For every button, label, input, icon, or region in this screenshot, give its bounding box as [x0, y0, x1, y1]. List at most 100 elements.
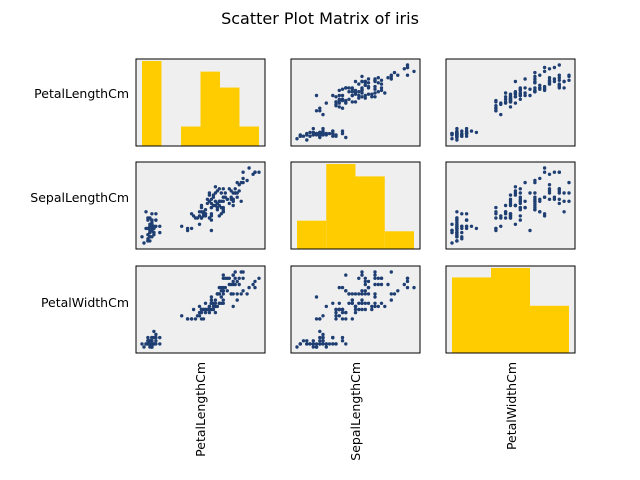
point-2-1-12	[311, 345, 315, 349]
point-2-0-37	[150, 345, 154, 349]
point-2-1-81	[334, 317, 338, 321]
point-2-1-37	[314, 345, 319, 349]
point-1-0-149	[221, 208, 225, 212]
point-1-0-59	[197, 222, 202, 226]
point-0-1-31	[331, 131, 335, 136]
point-2-1-140	[373, 273, 377, 277]
point-0-2-133	[518, 86, 522, 90]
point-2-1-73	[353, 310, 358, 315]
point-2-0-85	[209, 298, 214, 302]
point-0-2-73	[503, 91, 508, 95]
point-1-0-125	[239, 180, 243, 185]
point-0-2-81	[494, 104, 498, 108]
point-1-0-50	[213, 185, 218, 189]
point-0-2-140	[562, 79, 566, 84]
panel-frame-1-0	[135, 161, 266, 250]
point-1-2-145	[557, 191, 561, 195]
point-2-0-90	[207, 310, 212, 315]
point-0-1-15	[340, 131, 345, 136]
point-2-1-132	[363, 279, 367, 284]
point-1-2-109	[567, 180, 571, 185]
point-0-1-57	[314, 109, 319, 113]
point-1-2-36	[455, 216, 459, 220]
point-0-1-43	[318, 130, 322, 135]
point-1-2-128	[547, 197, 552, 201]
point-2-1-76	[376, 304, 380, 309]
point-2-1-145	[373, 276, 377, 280]
point-2-1-126	[357, 292, 361, 296]
point-2-0-59	[197, 304, 202, 309]
point-2-0-86	[213, 301, 218, 305]
point-2-1-52	[379, 301, 384, 305]
chart-title: Scatter Plot Matrix of iris	[221, 9, 419, 28]
panel-grid	[135, 58, 576, 354]
point-1-0-141	[221, 187, 225, 191]
point-2-1-50	[383, 304, 387, 309]
point-1-0-42	[146, 239, 150, 243]
point-0-2-45	[460, 133, 464, 137]
point-2-0-120	[233, 276, 237, 280]
point-0-1-44	[321, 126, 325, 131]
point-1-2-42	[455, 239, 459, 243]
point-2-1-66	[337, 301, 341, 305]
point-1-2-13	[450, 241, 454, 245]
point-2-1-71	[353, 307, 358, 312]
point-0-2-144	[567, 78, 571, 83]
point-2-0-135	[241, 276, 245, 280]
point-0-1-139	[379, 82, 384, 86]
point-2-0-106	[209, 295, 214, 299]
point-2-0-104	[235, 279, 239, 284]
point-2-1-143	[376, 276, 380, 280]
point-2-1-97	[357, 307, 361, 312]
point-1-2-149	[533, 208, 537, 212]
point-0-1-97	[357, 96, 361, 100]
point-2-0-13	[142, 345, 146, 349]
point-1-2-44	[464, 224, 469, 228]
col-label-2: PetalWidthCm	[504, 362, 519, 450]
point-2-1-128	[363, 282, 367, 287]
point-0-1-71	[353, 100, 358, 104]
point-1-2-43	[474, 226, 479, 231]
point-2-1-57	[314, 317, 319, 321]
point-2-1-130	[396, 289, 400, 293]
point-0-1-52	[379, 88, 384, 93]
point-2-1-62	[350, 317, 354, 321]
point-1-0-134	[231, 203, 235, 208]
point-2-1-116	[366, 292, 371, 296]
point-0-1-134	[353, 79, 358, 84]
point-0-1-46	[321, 130, 325, 135]
point-0-2-43	[474, 130, 479, 135]
point-0-1-29	[308, 130, 312, 135]
point-2-0-84	[209, 301, 214, 305]
point-2-1-19	[321, 339, 325, 343]
point-0-1-64	[337, 105, 341, 109]
point-1-2-135	[557, 170, 561, 174]
point-0-2-91	[513, 92, 518, 96]
point-1-0-97	[205, 201, 210, 206]
panel-1-0	[135, 161, 266, 250]
panel-frame-1-1	[290, 161, 421, 250]
hist-bar-PetalLengthCm-3	[200, 71, 220, 146]
point-2-1-93	[318, 317, 322, 321]
point-1-0-131	[247, 166, 251, 170]
point-1-2-49	[455, 226, 459, 231]
panel-0-2	[445, 58, 576, 147]
point-2-1-100	[360, 270, 364, 274]
point-2-1-105	[402, 282, 406, 287]
point-0-2-106	[528, 93, 532, 98]
point-2-0-118	[257, 276, 261, 280]
point-0-1-75	[370, 95, 374, 99]
point-2-1-146	[360, 289, 364, 293]
point-1-0-18	[154, 212, 158, 216]
point-1-2-130	[538, 176, 542, 181]
point-0-2-109	[567, 73, 571, 77]
panel-frame-0-1	[290, 58, 421, 147]
point-1-2-134	[513, 203, 518, 208]
panel-1-1	[290, 161, 421, 250]
point-2-0-102	[237, 282, 241, 287]
point-2-0-125	[239, 292, 243, 296]
point-1-0-135	[241, 170, 245, 174]
point-2-0-134	[231, 304, 235, 309]
point-2-1-45	[311, 339, 315, 343]
point-0-1-89	[334, 100, 338, 104]
